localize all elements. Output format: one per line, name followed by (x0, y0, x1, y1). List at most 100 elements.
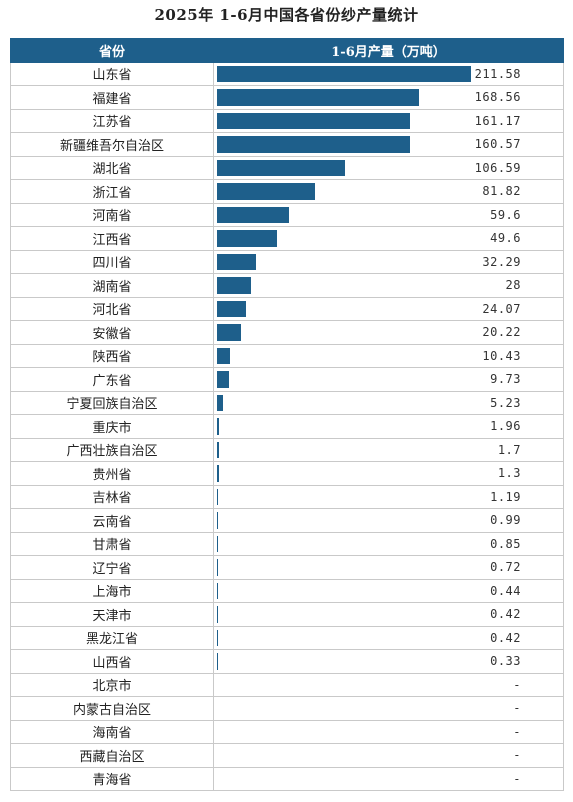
province-cell: 西藏自治区 (10, 743, 214, 768)
bar-cell: 0.42 (213, 625, 564, 650)
data-label: 0.33 (490, 654, 521, 669)
data-label: 32.29 (482, 254, 521, 269)
province-cell: 新疆维吾尔自治区 (10, 132, 214, 157)
data-label: 211.58 (474, 66, 521, 81)
data-label: 0.85 (490, 536, 521, 551)
province-cell: 陕西省 (10, 343, 214, 368)
bar (217, 253, 256, 270)
bar (217, 488, 219, 505)
bar-cell: 24.07 (213, 296, 564, 321)
table-row: 河南省 59.6 (10, 202, 564, 227)
bar (217, 65, 471, 82)
table-row: 黑龙江省 0.42 (10, 625, 564, 650)
province-cell: 山西省 (10, 649, 214, 674)
bar (217, 582, 218, 599)
bar-cell: 0.44 (213, 578, 564, 603)
bar-cell: 32.29 (213, 249, 564, 274)
bar-cell: 161.17 (213, 108, 564, 133)
province-cell: 海南省 (10, 719, 214, 744)
province-cell: 江苏省 (10, 108, 214, 133)
bar (217, 347, 230, 364)
data-label: - (513, 677, 521, 692)
data-label: 28 (505, 278, 521, 293)
bar (217, 136, 410, 153)
data-label: 9.73 (490, 372, 521, 387)
data-label: 0.42 (490, 630, 521, 645)
province-cell: 宁夏回族自治区 (10, 390, 214, 415)
bar (217, 300, 246, 317)
bar-cell: 1.96 (213, 414, 564, 439)
bar (217, 206, 289, 223)
bar-cell: 1.19 (213, 484, 564, 509)
table-row: 内蒙古自治区 - (10, 696, 564, 721)
province-cell: 青海省 (10, 766, 214, 791)
province-cell: 甘肃省 (10, 531, 214, 556)
bar (217, 324, 242, 341)
table-row: 山东省 211.58 (10, 61, 564, 86)
bar-cell: 168.56 (213, 85, 564, 110)
data-label: 0.42 (490, 607, 521, 622)
bar-cell: 20.22 (213, 320, 564, 345)
bar (217, 606, 218, 623)
data-label: - (513, 748, 521, 763)
province-cell: 重庆市 (10, 414, 214, 439)
bar-cell: 9.73 (213, 367, 564, 392)
province-cell: 辽宁省 (10, 555, 214, 580)
data-label: 106.59 (474, 160, 521, 175)
bar-cell: 81.82 (213, 179, 564, 204)
data-label: 24.07 (482, 301, 521, 316)
table-row: 福建省 168.56 (10, 85, 564, 110)
bar (217, 465, 219, 482)
bar-cell: 1.7 (213, 437, 564, 462)
bar (217, 559, 218, 576)
table-row: 西藏自治区 - (10, 743, 564, 768)
table-row: 湖南省 28 (10, 273, 564, 298)
bar (217, 535, 219, 552)
table-row: 安徽省 20.22 (10, 320, 564, 345)
data-label: - (513, 724, 521, 739)
bar-cell: 1.3 (213, 461, 564, 486)
data-label: 20.22 (482, 325, 521, 340)
production-table: 省份 1-6月产量（万吨） 山东省 211.58 福建省 168.56 江苏省 161.1… (10, 38, 564, 791)
table-row: 湖北省 106.59 (10, 155, 564, 180)
bar-cell: 49.6 (213, 226, 564, 251)
bar (217, 418, 220, 435)
table-row: 重庆市 1.96 (10, 414, 564, 439)
table-row: 甘肃省 0.85 (10, 531, 564, 556)
bar-cell: - (213, 719, 564, 744)
province-cell: 吉林省 (10, 484, 214, 509)
bar (217, 183, 316, 200)
bar-cell: 0.42 (213, 602, 564, 627)
bar-cell: 0.72 (213, 555, 564, 580)
table-header-row: 省份 1-6月产量（万吨） (10, 38, 564, 63)
bar-cell: - (213, 743, 564, 768)
province-cell: 广东省 (10, 367, 214, 392)
data-label: 1.19 (490, 489, 521, 504)
province-cell: 云南省 (10, 508, 214, 533)
table-row: 新疆维吾尔自治区 160.57 (10, 132, 564, 157)
table-row: 海南省 - (10, 719, 564, 744)
table-row: 河北省 24.07 (10, 296, 564, 321)
bar-cell: 211.58 (213, 61, 564, 86)
bar (217, 159, 345, 176)
province-cell: 江西省 (10, 226, 214, 251)
data-label: 160.57 (474, 137, 521, 152)
data-label: 1.3 (497, 466, 521, 481)
bar-cell: 5.23 (213, 390, 564, 415)
bar (217, 230, 277, 247)
province-cell: 天津市 (10, 602, 214, 627)
province-cell: 内蒙古自治区 (10, 696, 214, 721)
bar-cell: - (213, 672, 564, 697)
data-label: 1.7 (497, 442, 521, 457)
bar (217, 89, 420, 106)
bar-cell: 10.43 (213, 343, 564, 368)
production-header: 1-6月产量（万吨） (213, 38, 564, 63)
chart-title: 2025年 1-6月中国各省份纱产量统计 (154, 6, 419, 24)
province-cell: 浙江省 (10, 179, 214, 204)
bar-cell: 0.33 (213, 649, 564, 674)
province-cell: 福建省 (10, 85, 214, 110)
data-label: 49.6 (490, 231, 521, 246)
table-row: 陕西省 10.43 (10, 343, 564, 368)
province-cell: 四川省 (10, 249, 214, 274)
province-cell: 山东省 (10, 61, 214, 86)
